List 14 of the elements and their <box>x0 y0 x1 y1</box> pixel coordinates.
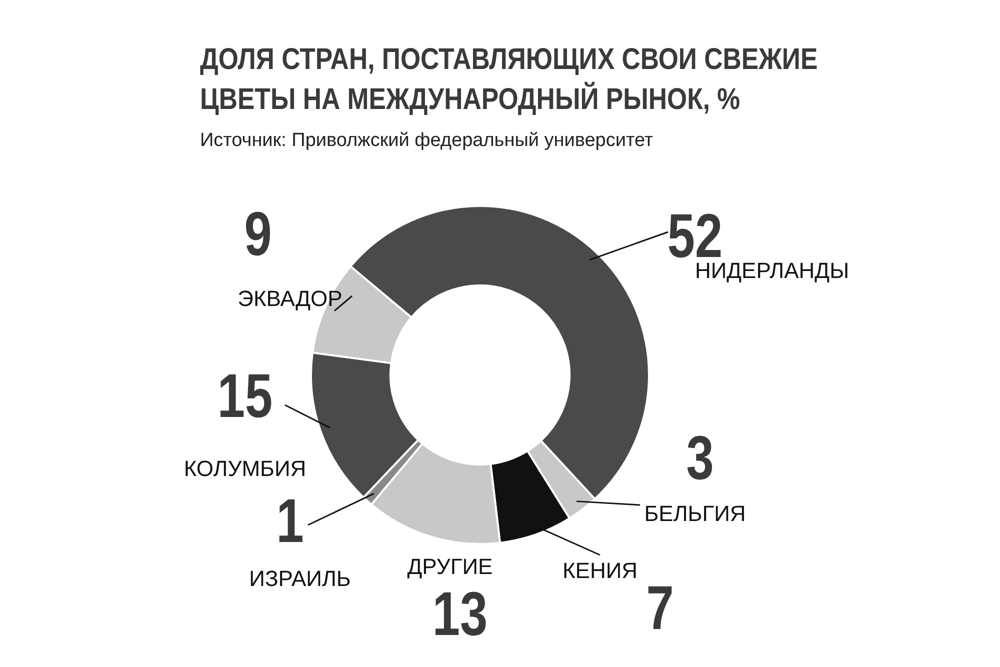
slice-label: КОЛУМБИЯ <box>184 456 306 482</box>
data-label: 3 <box>686 422 714 492</box>
slice-label: ИЗРАИЛЬ <box>249 566 351 592</box>
slice-label: ЭКВАДОР <box>238 286 342 312</box>
data-label: 7 <box>646 572 674 642</box>
slice-label: БЕЛЬГИЯ <box>644 501 746 526</box>
data-label: 15 <box>217 360 273 430</box>
slice-label: ДРУГИЕ <box>407 554 493 580</box>
data-label: 9 <box>244 198 272 268</box>
data-label: 1 <box>276 486 304 556</box>
data-label: 13 <box>432 578 488 648</box>
slice-label: КЕНИЯ <box>562 558 638 584</box>
chart-title: ДОЛЯ СТРАН, ПОСТАВЛЯЮЩИХ СВОИ СВЕЖИЕ ЦВЕТЫ НА МЕЖДУНАРОДНЫЙ РЫНОК, % <box>200 42 819 118</box>
text: Источник: Приволжский федеральный университет <box>200 130 654 152</box>
